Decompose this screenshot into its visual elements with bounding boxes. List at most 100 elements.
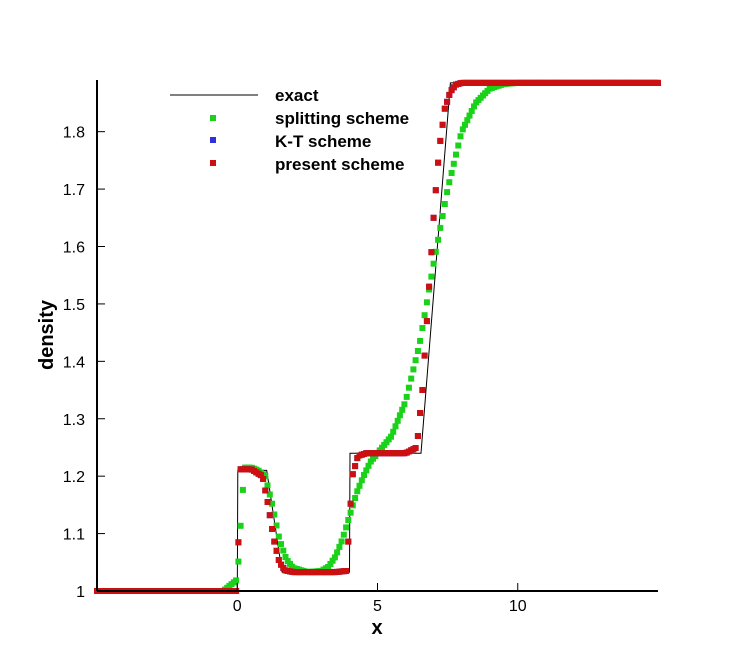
present-scheme-point [439, 121, 446, 128]
splitting-scheme-point [450, 160, 457, 167]
splitting-scheme-point [266, 491, 273, 498]
splitting-scheme-point [459, 126, 466, 133]
splitting-scheme-point [453, 151, 459, 158]
present-scheme-point [352, 463, 359, 470]
splitting-scheme-point [466, 112, 473, 119]
present-scheme-point [441, 105, 448, 112]
present-scheme-point [432, 187, 439, 194]
splitting-scheme-point [421, 312, 428, 319]
legend-label-kt: K-T scheme [275, 132, 371, 151]
splitting-scheme-point [271, 511, 278, 518]
splitting-scheme-point [428, 273, 435, 280]
present-scheme-point [414, 433, 421, 439]
splitting-scheme-point [462, 121, 468, 128]
present-scheme-point [264, 499, 271, 505]
splitting-scheme-point [455, 142, 462, 149]
splitting-scheme-point [336, 543, 343, 550]
splitting-scheme-point [273, 522, 280, 529]
splitting-scheme-point [280, 547, 287, 554]
splitting-scheme-point [394, 417, 401, 424]
splitting-scheme-point [471, 103, 477, 110]
legend-marker-splitting [210, 115, 216, 121]
present-scheme-point [235, 539, 242, 546]
present-scheme-point [430, 214, 437, 221]
splitting-scheme-point [347, 509, 354, 516]
splitting-scheme-point [327, 561, 334, 567]
y-tick-label: 1.8 [63, 125, 85, 142]
splitting-scheme-point [419, 325, 426, 331]
splitting-scheme-point [363, 467, 370, 474]
splitting-scheme-point [437, 224, 444, 231]
present-scheme-point [345, 538, 352, 545]
splitting-scheme-point [358, 477, 365, 484]
x-tick-label: 0 [233, 598, 242, 615]
splitting-scheme-point [278, 541, 284, 548]
splitting-scheme-point [275, 533, 282, 540]
present-scheme-point [428, 249, 435, 256]
splitting-scheme-point [396, 412, 403, 419]
splitting-scheme-point [414, 348, 421, 354]
splitting-scheme-point [412, 357, 419, 364]
splitting-scheme-point [446, 179, 453, 186]
splitting-scheme-point [439, 213, 446, 219]
legend: exact splitting scheme K-T scheme presen… [170, 86, 409, 174]
splitting-scheme-point [405, 384, 412, 391]
present-scheme-point [423, 318, 430, 325]
present-scheme-point [435, 159, 442, 166]
y-tick-label: 1.6 [63, 240, 85, 257]
present-scheme-point [417, 410, 424, 416]
y-tick-label: 1.5 [63, 297, 85, 314]
splitting-scheme-point [410, 366, 417, 373]
splitting-scheme-point [282, 554, 289, 560]
splitting-scheme-point [356, 482, 363, 489]
y-tick-label: 1.7 [63, 182, 85, 199]
y-tick-label: 1.3 [63, 412, 85, 429]
splitting-scheme-point [403, 393, 410, 400]
y-tick-label: 1 [76, 584, 85, 601]
tick-layer: 0 5 10 1 1.1 1.2 1.3 1.4 1.5 1.6 1.7 1.8 [63, 125, 527, 615]
present-scheme-point [257, 472, 264, 479]
splitting-scheme-point [329, 557, 336, 564]
legend-label-exact: exact [275, 86, 319, 105]
present-scheme-point [419, 387, 426, 393]
splitting-scheme-point [423, 299, 430, 306]
present-scheme-point [655, 79, 661, 86]
splitting-scheme-point [448, 170, 455, 176]
splitting-scheme-point [401, 401, 408, 408]
y-tick-label: 1.1 [63, 527, 85, 544]
splitting-scheme-point [392, 423, 399, 430]
present-scheme-point [275, 557, 282, 563]
splitting-scheme-point [457, 133, 464, 140]
present-scheme-point [273, 547, 280, 554]
splitting-scheme-point [468, 108, 475, 114]
present-scheme-point [347, 500, 354, 507]
legend-marker-kt [210, 137, 216, 143]
splitting-scheme-point [432, 248, 439, 255]
present-scheme-point [446, 91, 453, 98]
splitting-scheme-point [340, 531, 347, 538]
present-scheme-point [269, 526, 275, 532]
splitting-scheme-point [237, 522, 244, 529]
present-scheme-point [349, 471, 356, 478]
splitting-scheme-point [345, 517, 352, 523]
present-scheme-point [260, 476, 267, 482]
legend-label-present: present scheme [275, 155, 404, 174]
splitting-scheme-point [390, 428, 397, 435]
splitting-scheme-point [441, 201, 448, 207]
present-scheme-point [278, 561, 284, 568]
splitting-scheme-point [264, 482, 271, 489]
splitting-scheme-point [331, 554, 338, 561]
present-scheme-point [437, 137, 444, 144]
splitting-scheme-point [239, 486, 246, 493]
splitting-scheme-point [338, 538, 345, 545]
splitting-scheme-point [235, 558, 242, 565]
present-scheme-point [271, 538, 278, 545]
y-tick-label: 1.4 [63, 354, 85, 371]
splitting-scheme-point [233, 577, 240, 584]
present-scheme-point [444, 98, 451, 105]
splitting-scheme-point [361, 472, 367, 478]
splitting-scheme-point [444, 189, 451, 196]
legend-label-splitting: splitting scheme [275, 109, 409, 128]
splitting-scheme-point [352, 495, 359, 501]
